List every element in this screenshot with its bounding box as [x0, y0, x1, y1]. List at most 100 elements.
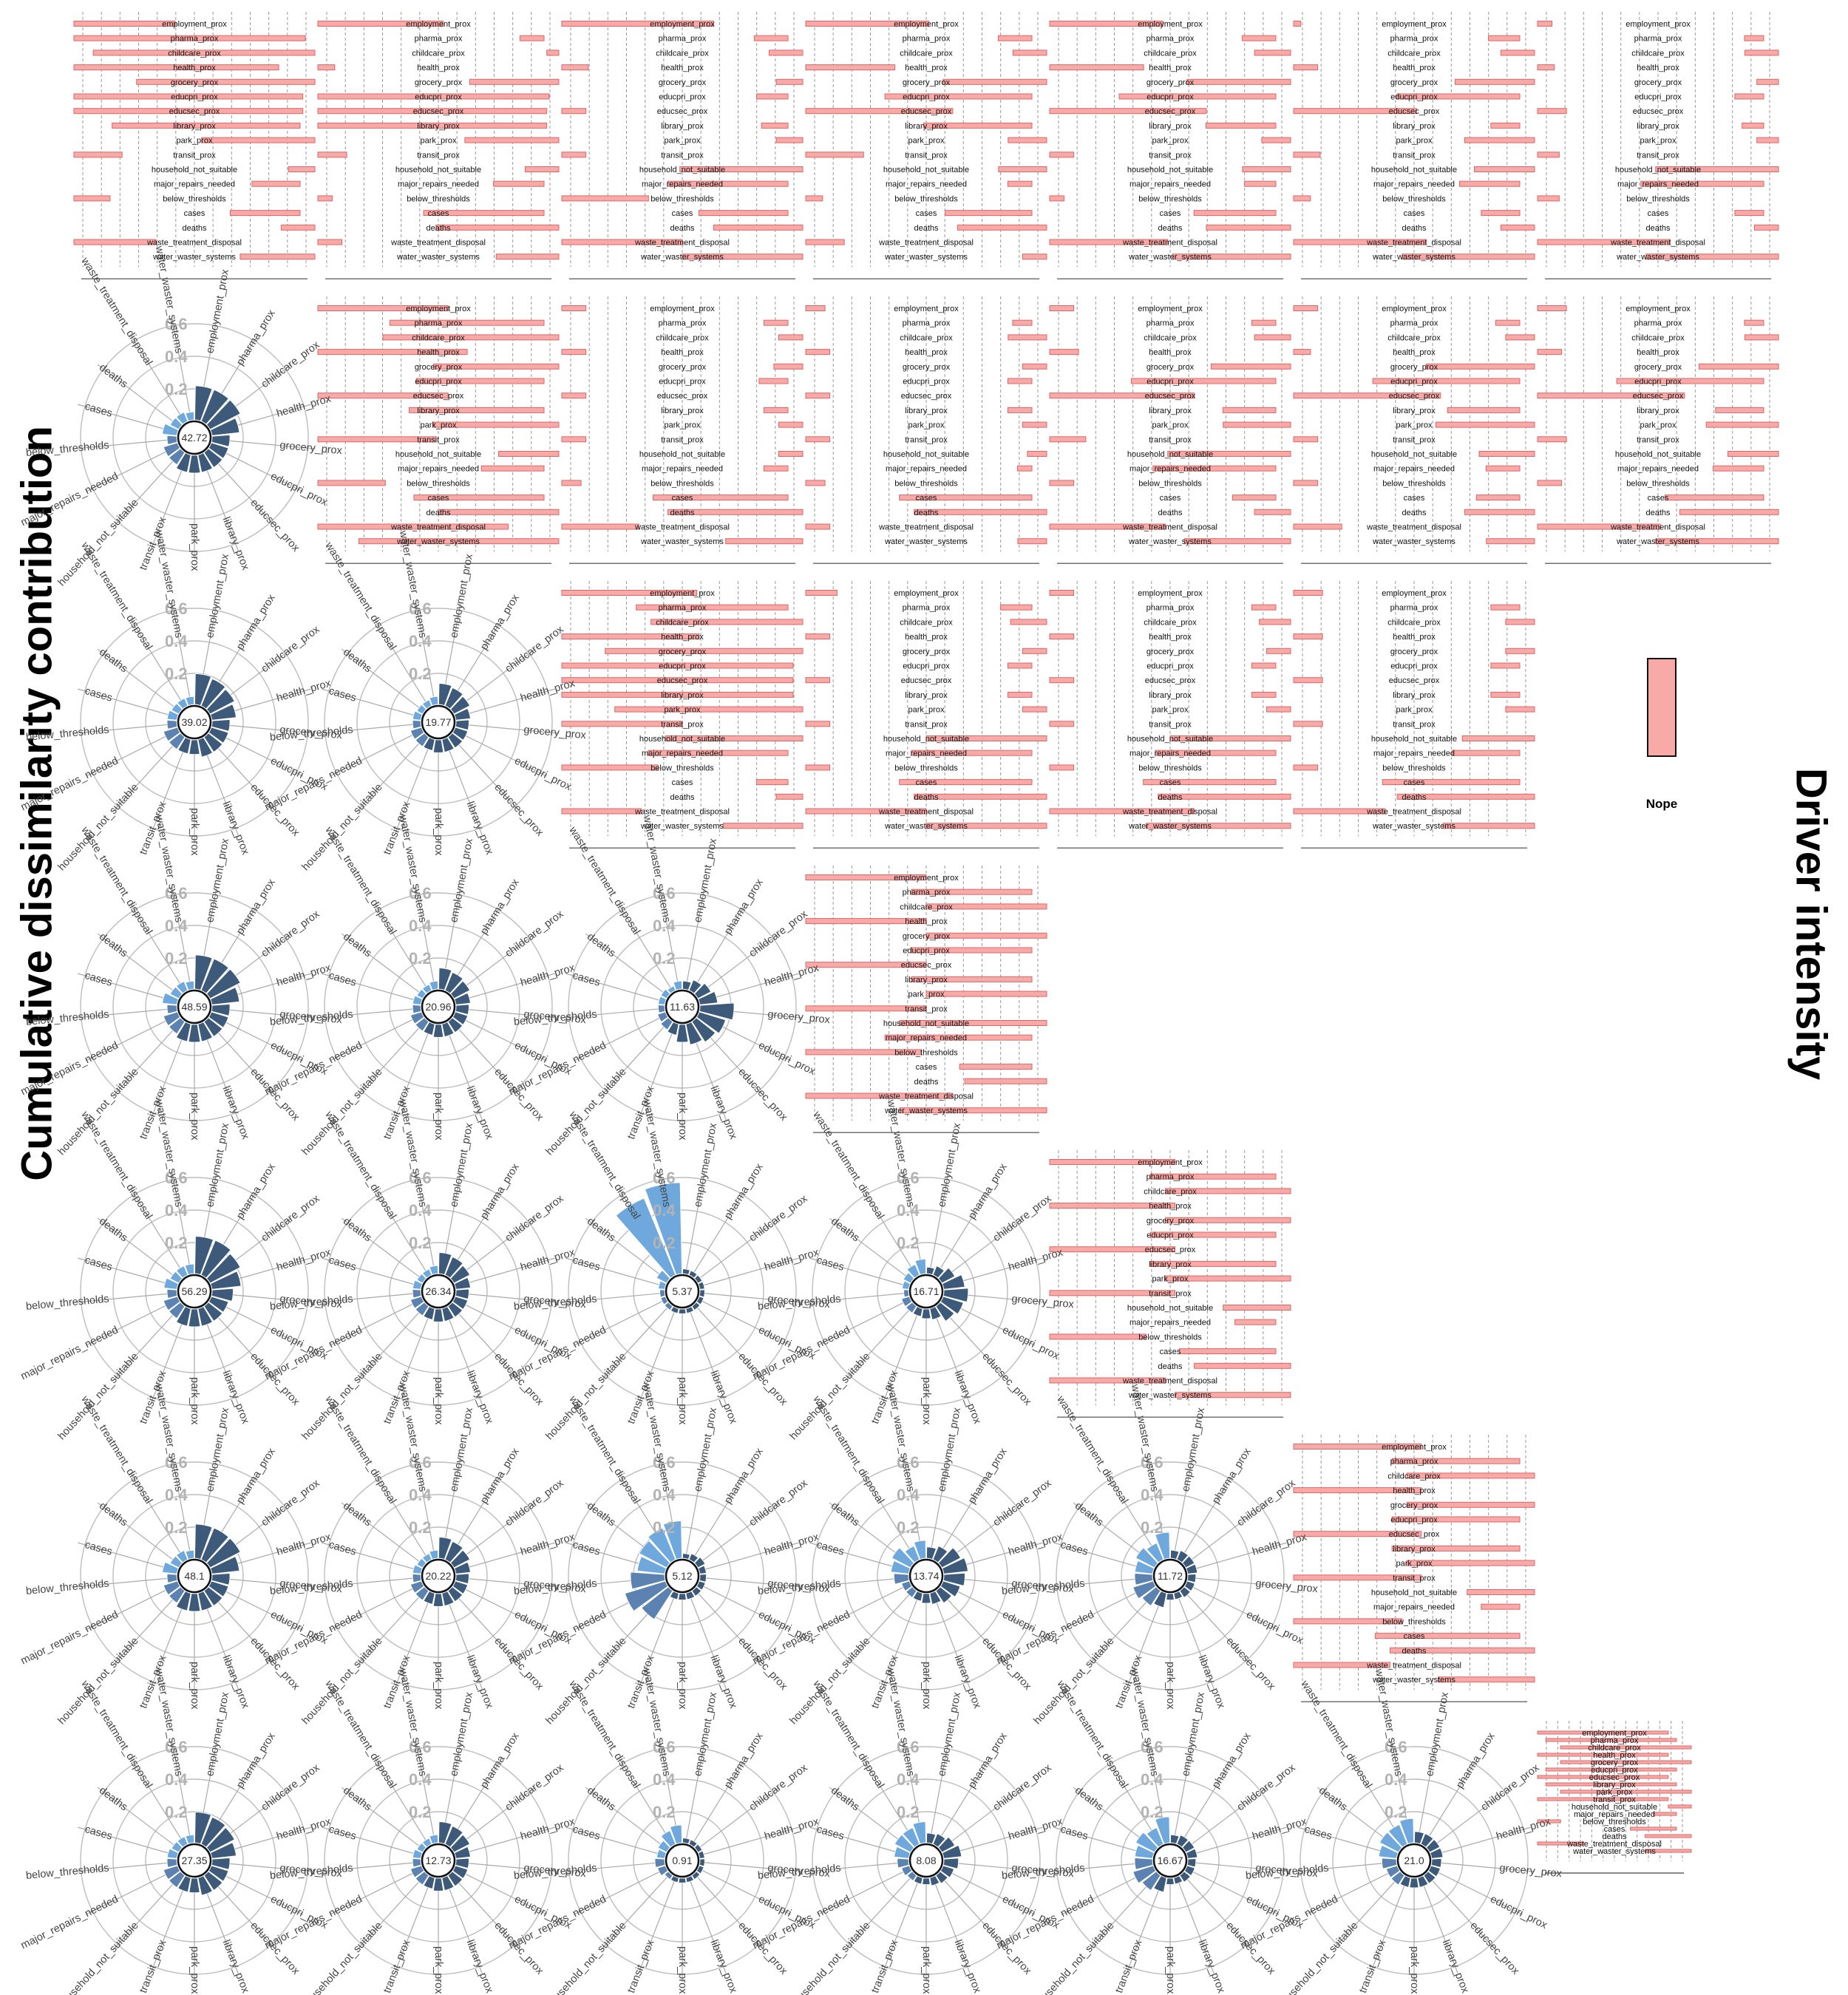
- polar-label-park-prox: park_prox: [188, 523, 200, 571]
- bar-label-transit-prox: transit_prox: [1637, 151, 1679, 160]
- polar-label-below-thresholds: below_thresholds: [25, 1863, 109, 1882]
- polar-bar-park-prox: [432, 1308, 444, 1322]
- polar-bar-below-thresholds: [166, 435, 178, 445]
- bar-label-park-prox: park_prox: [908, 421, 945, 430]
- polar-label-park-prox: park_prox: [676, 1092, 688, 1141]
- bar-educpri-prox: [756, 93, 789, 100]
- polar-label-grocery-prox: grocery_prox: [279, 440, 343, 458]
- polar-bar-employment-prox: [1170, 1549, 1180, 1560]
- bar-park-prox: [1164, 1275, 1291, 1282]
- polar-radial-tick: 0.4: [409, 632, 432, 650]
- bar-transit-prox: [1293, 721, 1323, 727]
- polar-spoke: [456, 1257, 555, 1287]
- polar-radial-tick: 0.4: [165, 1486, 188, 1504]
- bar-cases: [229, 210, 301, 217]
- bar-water-waster-systems: [358, 538, 560, 545]
- bar-park-prox: [1505, 706, 1535, 713]
- bar-childcare-prox: [92, 50, 316, 56]
- polar-label-park-prox: park_prox: [432, 1662, 444, 1710]
- polar-spoke: [817, 1299, 909, 1346]
- polar-bar-transit-prox: [1153, 1591, 1167, 1608]
- polar-bar-educsec-prox: [447, 1302, 463, 1318]
- bar-cases: [1475, 494, 1521, 501]
- polar-label-childcare-prox: childcare_prox: [259, 1192, 322, 1244]
- bar-label-major-repairs-needed: major_repairs_needed: [398, 465, 479, 474]
- bar-label-below-thresholds: below_thresholds: [1626, 479, 1690, 488]
- polar-label-library-prox: library_prox: [1440, 1938, 1472, 1995]
- bar-label-household-not-suitable: household_not_suitable: [883, 450, 969, 459]
- bar-label-park-prox: park_prox: [1396, 137, 1433, 146]
- bar-major-repairs-needed: [1452, 750, 1521, 756]
- bar-label-health-prox: health_prox: [417, 64, 460, 72]
- polar-bar-water-waster-systems: [429, 1834, 438, 1844]
- bar-cases: [1481, 210, 1521, 217]
- bar-label-library-prox: library_prox: [1393, 691, 1436, 700]
- polar-bar-grocery-prox: [211, 435, 231, 447]
- polar-bar-pharma-prox: [688, 979, 702, 994]
- polar-label-cases: cases: [327, 685, 358, 704]
- bar-label-childcare-prox: childcare_prox: [1144, 49, 1197, 58]
- polar-label-pharma-prox: pharma_prox: [478, 1161, 522, 1222]
- bar-major-repairs-needed: [1640, 180, 1764, 187]
- bar-label-major-repairs-needed: major_repairs_needed: [154, 180, 235, 189]
- polar-label-park-prox: park_prox: [676, 1377, 688, 1425]
- bar-label-pharma-prox: pharma_prox: [1390, 35, 1438, 44]
- bar-label-employment-prox: employment_prox: [650, 20, 715, 29]
- polar-spoke: [600, 1020, 670, 1097]
- bar-deaths: [914, 793, 1047, 800]
- bar-deaths: [1158, 793, 1291, 800]
- polar-bar-health-prox: [210, 704, 237, 721]
- polar-bar-pharma-prox: [688, 1839, 698, 1848]
- bar-label-cases: cases: [428, 209, 449, 218]
- bar-deaths: [1464, 509, 1535, 515]
- polar-radial-tick: 0.6: [653, 1453, 676, 1472]
- polar-label-grocery-prox: grocery_prox: [1255, 1578, 1319, 1596]
- pairwise-dissimilarity-matrix: Cumulative dissimilarity contribution Dr…: [13, 12, 1835, 1995]
- polar-spoke: [695, 1589, 764, 1666]
- polar-label-childcare-prox: childcare_prox: [503, 623, 566, 675]
- polar-radial-tick: 0.2: [165, 665, 188, 683]
- bar-waste-treatment-disposal: [561, 239, 683, 245]
- polar-label-pharma-prox: pharma_prox: [1210, 1446, 1254, 1506]
- bar-waste-treatment-disposal: [1293, 1662, 1390, 1668]
- bar-label-educpri-prox: educpri_prox: [1591, 1766, 1638, 1775]
- polar-bar-cases: [890, 1560, 911, 1574]
- polar-center-circle: [177, 1558, 212, 1594]
- bar-transit-prox: [317, 436, 437, 443]
- polar-spoke: [171, 1456, 191, 1557]
- bar-water-waster-systems: [1486, 538, 1535, 545]
- polar-spoke: [692, 1188, 747, 1276]
- polar-bar-water-waster-systems: [1155, 1816, 1170, 1844]
- polar-spoke: [78, 973, 177, 1002]
- bar-panel-r2-c3: employment_proxpharma_proxchildcare_prox…: [805, 581, 1047, 849]
- polar-spoke: [78, 688, 177, 718]
- polar-spoke: [415, 602, 435, 704]
- polar-spoke: [844, 1589, 914, 1666]
- bar-label-library-prox: library_prox: [661, 691, 704, 700]
- polar-bar-park-prox: [676, 1024, 689, 1043]
- polar-bar-major-repairs-needed: [1132, 1580, 1157, 1600]
- bar-label-below-thresholds: below_thresholds: [1138, 194, 1202, 203]
- polar-bar-health-prox: [698, 990, 719, 1005]
- bar-label-childcare-prox: childcare_prox: [412, 49, 465, 58]
- polar-spoke: [374, 1188, 429, 1276]
- polar-bar-park-prox: [922, 1877, 931, 1885]
- polar-bar-park-prox: [678, 1593, 687, 1600]
- polar-bar-health-prox: [454, 992, 471, 1005]
- polar-center-circle: [421, 1274, 456, 1309]
- bar-major-repairs-needed: [251, 180, 301, 187]
- polar-spoke: [213, 723, 316, 734]
- polar-label-grocery-prox: grocery_prox: [767, 1294, 831, 1311]
- polar-spoke: [455, 730, 548, 777]
- bar-health-prox: [1293, 633, 1323, 640]
- polar-spoke: [171, 602, 191, 704]
- bar-water-waster-systems: [1402, 254, 1535, 260]
- bar-label-educsec-prox: educsec_prox: [1633, 392, 1684, 401]
- bar-employment-prox: [1049, 590, 1075, 596]
- bar-label-waste-treatment-disposal: waste_treatment_disposal: [146, 238, 242, 247]
- polar-label-grocery-prox: grocery_prox: [279, 724, 343, 742]
- bar-grocery-prox: [1698, 363, 1779, 370]
